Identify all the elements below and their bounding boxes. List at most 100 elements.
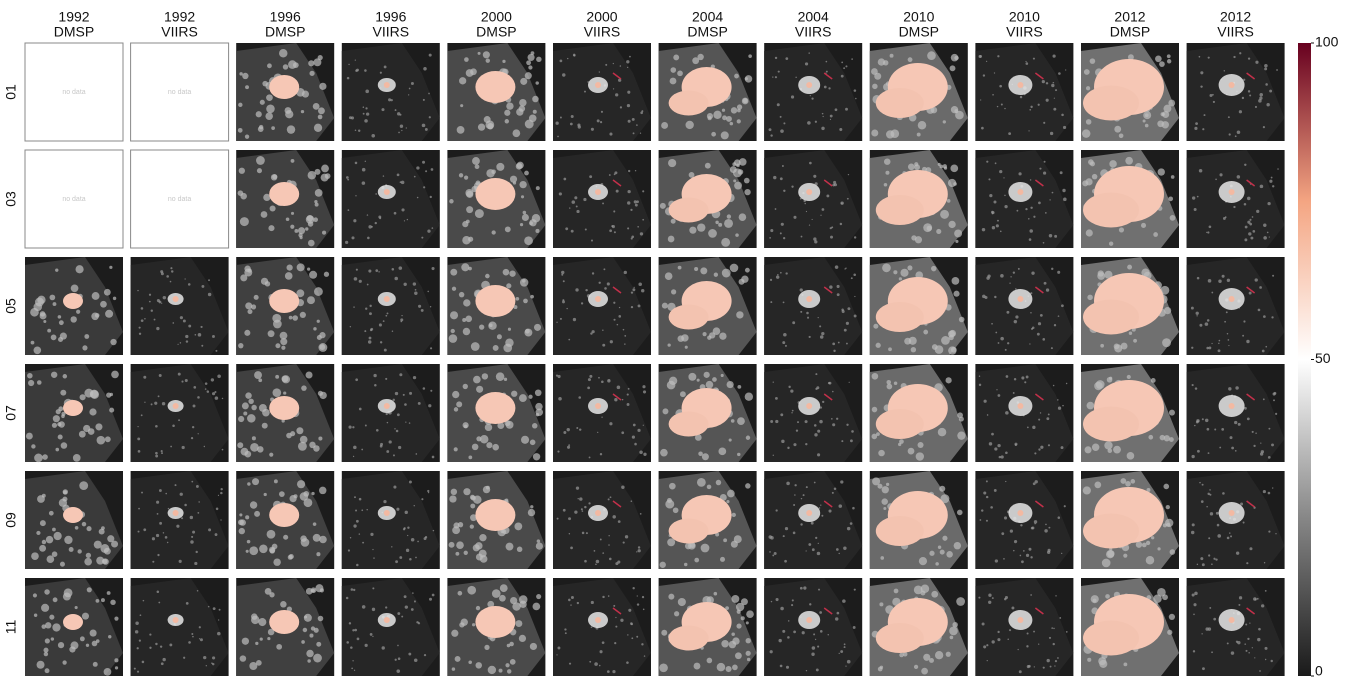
image-panel <box>869 43 968 141</box>
image-panel <box>553 150 651 248</box>
row-label: 01 <box>3 84 19 100</box>
image-panel <box>25 257 123 355</box>
image-panel <box>553 578 651 676</box>
image-panel <box>236 43 335 141</box>
image-panel <box>341 471 440 569</box>
image-panel <box>236 471 335 569</box>
image-panel <box>764 578 863 676</box>
image-panel <box>1186 471 1285 569</box>
image-panel <box>341 43 440 141</box>
image-panel <box>236 150 335 248</box>
image-panel <box>658 471 757 569</box>
column-sensor: VIIRS <box>373 24 410 40</box>
row-label: 11 <box>3 620 19 635</box>
image-panel <box>1186 257 1285 355</box>
colorbar-tick-label: 100 <box>1315 34 1339 50</box>
column-year: 2004 <box>798 9 829 25</box>
image-panel <box>975 364 1074 462</box>
image-panel <box>975 150 1074 248</box>
image-panel <box>25 578 123 676</box>
image-panel <box>130 364 229 462</box>
row-label: 03 <box>3 191 19 207</box>
column-year: 2010 <box>1009 9 1040 25</box>
column-sensor: DMSP <box>1110 24 1150 40</box>
image-panel <box>975 578 1074 676</box>
image-panel <box>341 364 440 462</box>
image-panel <box>341 578 440 676</box>
image-panel <box>1186 150 1285 248</box>
image-panel <box>1081 150 1179 248</box>
column-year: 2000 <box>481 9 512 25</box>
image-panel <box>1186 43 1285 141</box>
image-panel <box>658 578 757 676</box>
image-panel <box>1081 471 1179 569</box>
image-panel <box>447 150 546 248</box>
colorbar <box>1298 43 1311 676</box>
image-panel <box>658 43 757 141</box>
column-sensor: VIIRS <box>161 24 198 40</box>
image-panel <box>553 364 651 462</box>
image-panel <box>553 257 651 355</box>
image-panel <box>341 257 440 355</box>
empty-panel <box>130 42 230 142</box>
image-panel <box>25 471 123 569</box>
image-panel <box>869 578 968 676</box>
image-panel <box>25 364 123 463</box>
image-panel <box>764 471 863 569</box>
colorbar-tick-label: 50 <box>1315 350 1331 366</box>
column-year: 1996 <box>270 9 301 25</box>
image-panel <box>658 150 757 248</box>
image-panel <box>447 578 546 676</box>
image-panel <box>341 150 440 248</box>
no-data-label: no data <box>168 196 191 203</box>
image-panel <box>447 364 546 462</box>
image-panel <box>1186 364 1285 462</box>
column-year: 1996 <box>375 9 406 25</box>
row-label: 07 <box>3 405 19 421</box>
column-sensor: DMSP <box>265 24 305 40</box>
image-panel <box>869 364 968 462</box>
image-panel <box>975 43 1074 141</box>
row-label: 09 <box>3 512 19 528</box>
no-data-label: no data <box>62 89 85 96</box>
image-panel <box>764 257 863 355</box>
row-label: 05 <box>3 298 19 314</box>
image-panel <box>130 257 229 355</box>
image-panel <box>764 43 863 141</box>
column-sensor: VIIRS <box>795 24 832 40</box>
image-panel <box>869 471 968 569</box>
image-panel <box>869 150 968 248</box>
column-sensor: DMSP <box>54 24 94 40</box>
image-panel <box>553 43 651 141</box>
image-panel <box>130 471 229 569</box>
image-panel <box>447 43 546 141</box>
column-sensor: DMSP <box>687 24 727 40</box>
column-sensor: DMSP <box>476 24 516 40</box>
column-year: 2012 <box>1220 9 1251 25</box>
column-sensor: VIIRS <box>1006 24 1043 40</box>
image-panel <box>236 364 335 462</box>
image-panel <box>130 578 229 676</box>
image-panel <box>975 257 1074 355</box>
image-panel <box>447 471 546 569</box>
image-panel <box>975 471 1074 569</box>
column-year: 2004 <box>692 9 723 25</box>
image-panel <box>869 257 968 355</box>
image-panel <box>1081 364 1179 462</box>
image-panel <box>658 364 757 462</box>
image-panel <box>236 578 335 676</box>
empty-panel <box>24 149 124 249</box>
column-year: 1992 <box>58 9 89 25</box>
column-sensor: VIIRS <box>1217 24 1254 40</box>
no-data-label: no data <box>62 196 85 203</box>
image-panel <box>1081 43 1179 141</box>
column-year: 1992 <box>164 9 195 25</box>
image-panel <box>764 364 863 462</box>
column-sensor: VIIRS <box>584 24 621 40</box>
column-year: 2010 <box>903 9 934 25</box>
image-panel <box>764 150 863 248</box>
image-panel <box>1081 257 1179 355</box>
empty-panel <box>130 149 230 249</box>
image-panel <box>553 471 651 569</box>
